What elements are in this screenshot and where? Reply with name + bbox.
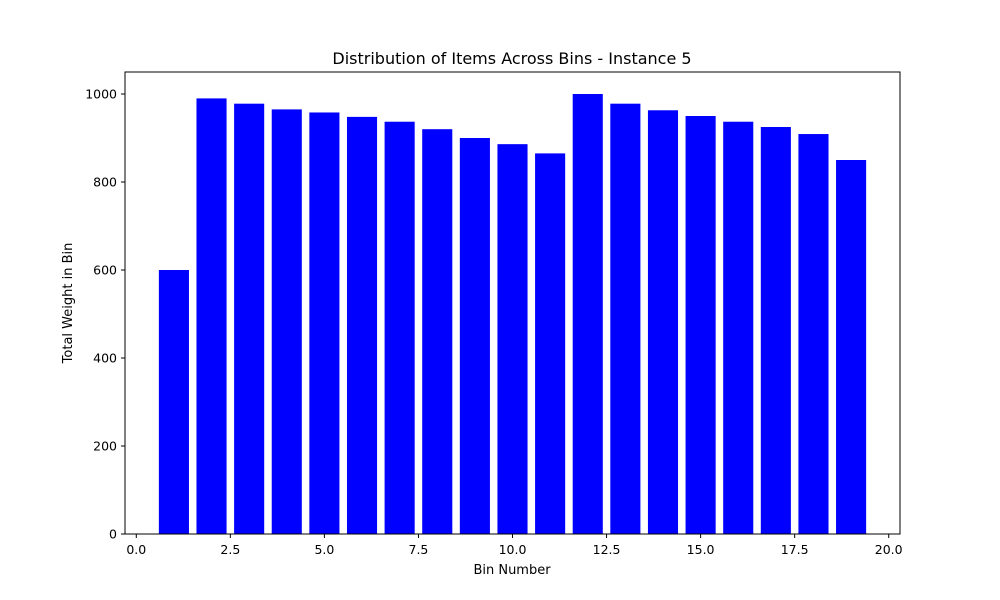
bar-1	[158, 270, 189, 534]
y-axis-label: Total Weight in Bin	[61, 243, 76, 365]
x-tick-label: 0.0	[126, 542, 146, 557]
bar-17	[760, 127, 791, 534]
x-axis-label: Bin Number	[473, 563, 551, 578]
x-tick-label: 2.5	[220, 542, 240, 557]
x-tick-label: 12.5	[593, 542, 621, 557]
bar-14	[647, 110, 679, 534]
bar-9	[459, 138, 490, 534]
x-axis-ticks: 0.0 2.5 5.0 7.5 10.0 12.5 15.0 17.5 20.0	[126, 534, 903, 557]
bar-3	[234, 103, 265, 535]
bar-2	[196, 98, 227, 535]
bar-16	[723, 121, 754, 534]
bar-6	[346, 116, 378, 534]
bar-5	[309, 112, 340, 534]
bars-group	[158, 94, 867, 535]
y-tick-label: 1000	[85, 87, 117, 102]
bar-12	[572, 94, 603, 534]
bar-7	[384, 121, 415, 534]
x-tick-label: 5.0	[314, 542, 334, 557]
y-tick-label: 800	[93, 175, 117, 190]
chart-title: Distribution of Items Across Bins - Inst…	[332, 49, 691, 68]
y-tick-label: 0	[109, 527, 117, 542]
x-tick-label: 7.5	[409, 542, 429, 557]
bar-8	[422, 129, 453, 534]
y-tick-label: 200	[93, 439, 117, 454]
x-tick-label: 10.0	[499, 542, 527, 557]
y-tick-label: 400	[93, 351, 117, 366]
bar-19	[836, 160, 867, 534]
bar-18	[798, 134, 829, 535]
bar-11	[535, 153, 566, 534]
bar-4	[271, 109, 302, 535]
bar-10	[497, 144, 528, 534]
y-tick-label: 600	[93, 263, 117, 278]
x-tick-label: 17.5	[781, 542, 809, 557]
x-tick-label: 15.0	[687, 542, 715, 557]
bar-15	[685, 116, 716, 534]
y-axis-ticks: 0 200 400 600 800 1000	[85, 87, 125, 542]
x-tick-label: 20.0	[875, 542, 903, 557]
bar-13	[610, 103, 641, 535]
